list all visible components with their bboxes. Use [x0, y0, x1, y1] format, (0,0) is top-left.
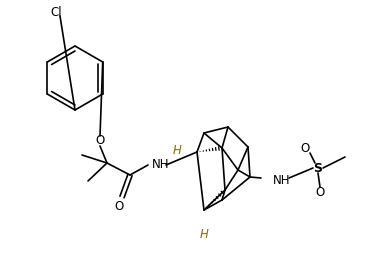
Text: O: O — [96, 135, 105, 147]
Text: S: S — [314, 162, 322, 175]
Text: Cl: Cl — [50, 6, 61, 18]
Text: H: H — [173, 143, 182, 156]
Text: NH: NH — [152, 159, 169, 171]
Text: O: O — [300, 142, 310, 155]
Text: O: O — [315, 186, 325, 198]
Text: NH: NH — [273, 174, 291, 187]
Text: H: H — [199, 228, 209, 241]
Text: O: O — [114, 201, 124, 214]
